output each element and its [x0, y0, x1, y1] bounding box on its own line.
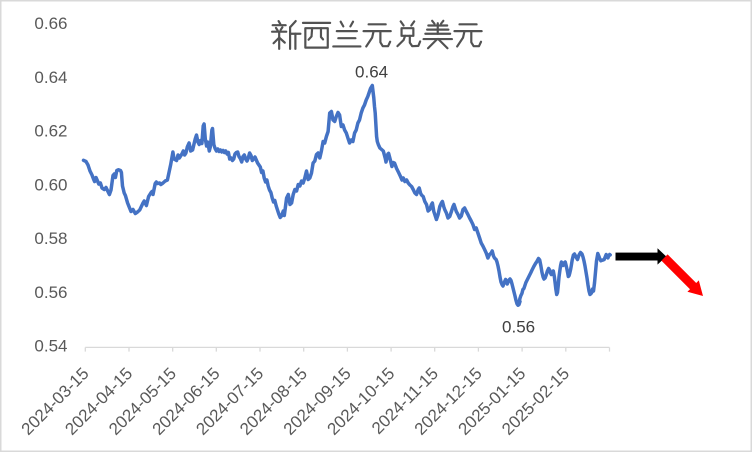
svg-text:0.66: 0.66 [34, 14, 67, 33]
svg-text:0.54: 0.54 [34, 337, 67, 356]
svg-text:0.56: 0.56 [502, 318, 535, 337]
svg-text:0.60: 0.60 [34, 175, 67, 194]
svg-text:0.62: 0.62 [34, 122, 67, 141]
svg-text:0.58: 0.58 [34, 229, 67, 248]
svg-text:0.64: 0.64 [34, 68, 67, 87]
svg-text:0.56: 0.56 [34, 283, 67, 302]
svg-text:0.64: 0.64 [355, 62, 388, 81]
